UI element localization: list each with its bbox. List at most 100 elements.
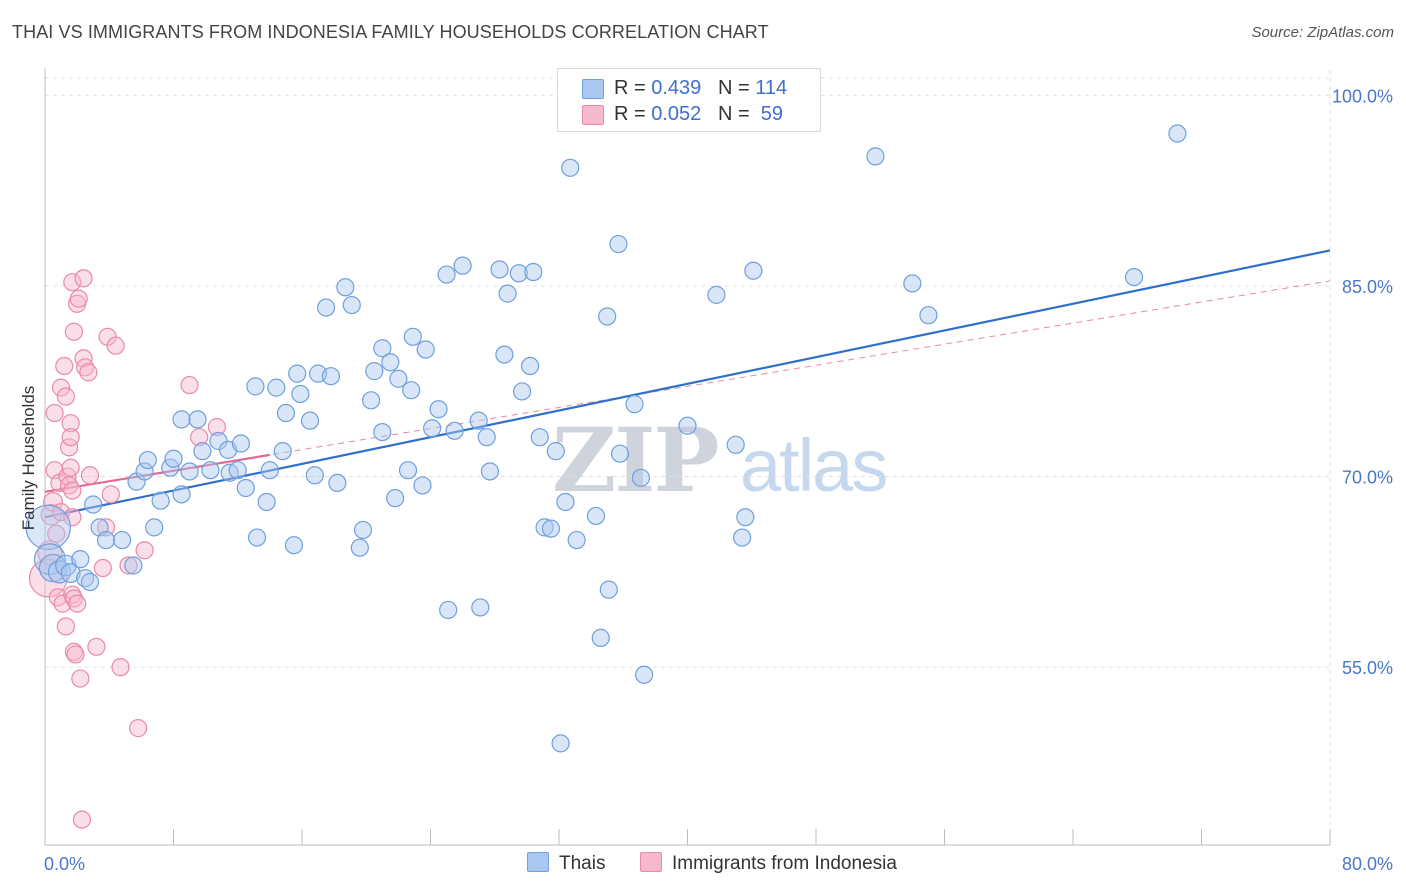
legend-swatch-blue	[582, 79, 604, 99]
point-thais	[60, 563, 81, 584]
point-thais	[495, 345, 514, 364]
point-thais	[236, 478, 255, 498]
point-thais	[112, 530, 132, 550]
point-thais	[373, 339, 392, 358]
point-thais	[551, 734, 570, 753]
y-tick-label: 100.0%	[1332, 86, 1393, 106]
point-thais	[188, 410, 207, 429]
point-thais	[520, 356, 540, 376]
point-thais	[599, 580, 618, 599]
point-thais	[228, 461, 247, 480]
point-thais	[512, 382, 532, 401]
point-thais	[124, 556, 143, 575]
tick-labels: 100.0% 85.0% 70.0% 55.0% 0.0% 80.0% Family Hou…	[19, 86, 1393, 874]
point-thais	[866, 147, 885, 166]
point-thais	[33, 543, 66, 576]
point-thais	[402, 381, 421, 400]
chart-title: THAI VS IMMIGRANTS FROM INDONESIA FAMILY…	[12, 22, 769, 42]
point-indonesia	[66, 645, 85, 664]
point-indonesia	[71, 669, 90, 688]
point-thais	[530, 428, 549, 447]
point-thais	[389, 369, 408, 388]
point-thais	[429, 400, 448, 419]
point-thais	[80, 572, 100, 592]
point-indonesia	[87, 637, 106, 656]
point-thais	[353, 520, 373, 540]
point-indonesia	[135, 541, 154, 560]
point-indonesia	[207, 417, 226, 437]
bottom-legend-label-indonesia: Immigrants from Indonesia	[672, 853, 897, 874]
point-thais	[1168, 124, 1187, 143]
y-axis-title: Family Households	[19, 386, 38, 531]
point-thais	[386, 489, 405, 508]
point-indonesia	[72, 810, 92, 829]
trend-lines	[44, 249, 1331, 519]
point-thais	[591, 628, 610, 648]
trend-line-indonesia-dashed	[44, 280, 1331, 493]
point-thais	[398, 461, 418, 480]
point-indonesia	[96, 518, 116, 537]
point-thais	[635, 665, 654, 684]
bottom-legend-label-thais: Thais	[559, 853, 606, 874]
point-thais	[509, 264, 528, 283]
point-thais	[201, 461, 220, 480]
point-thais	[180, 462, 199, 481]
bottom-legend-swatch-pink	[640, 852, 662, 872]
point-thais	[381, 353, 400, 372]
point-thais	[609, 234, 628, 254]
point-thais	[321, 367, 341, 386]
point-indonesia	[80, 466, 100, 485]
legend-n-label: N =	[717, 77, 756, 99]
point-thais	[365, 362, 384, 381]
point-indonesia	[55, 356, 74, 376]
point-indonesia	[56, 387, 75, 406]
legend-r-value: 0.439	[651, 77, 702, 99]
point-thais	[151, 491, 170, 510]
point-indonesia	[129, 719, 148, 738]
point-indonesia	[119, 556, 138, 575]
point-thais	[96, 530, 116, 550]
point-thais	[490, 260, 509, 279]
point-indonesia	[69, 289, 88, 308]
point-thais	[350, 538, 369, 557]
point-indonesia	[74, 269, 93, 288]
point-thais	[300, 411, 320, 430]
watermark-atlas: atlas	[740, 424, 888, 507]
point-thais	[84, 495, 103, 514]
point-indonesia	[61, 414, 80, 433]
point-thais	[439, 600, 458, 620]
point-thais	[273, 442, 292, 461]
legend-n-value: 59	[755, 103, 784, 125]
point-thais	[541, 519, 561, 538]
bottom-legend-indonesia: Immigrants from Indonesia	[640, 852, 897, 875]
point-thais	[625, 395, 644, 414]
point-thais	[257, 492, 276, 512]
bottom-legend-thais: Thais	[527, 852, 605, 875]
point-indonesia	[51, 503, 71, 522]
point-thais	[678, 416, 697, 435]
legend-r-value: 0.052	[651, 103, 702, 125]
point-thais	[246, 377, 265, 396]
point-thais	[373, 422, 392, 442]
point-thais	[416, 340, 435, 359]
point-thais	[288, 364, 307, 383]
point-thais	[480, 462, 500, 481]
point-thais	[469, 411, 488, 430]
legend-r-label: R =	[614, 77, 652, 99]
point-indonesia	[45, 403, 64, 423]
point-thais	[145, 518, 164, 537]
legend-r-label: R =	[614, 103, 652, 125]
point-thais	[413, 476, 432, 495]
point-thais	[437, 265, 456, 284]
point-thais	[556, 492, 575, 512]
point-thais	[284, 536, 304, 555]
point-thais	[471, 598, 490, 617]
point-indonesia	[64, 322, 84, 341]
point-indonesia	[111, 658, 130, 677]
legend-n-label: N =	[717, 103, 756, 125]
point-thais	[172, 410, 191, 429]
point-thais	[71, 550, 90, 569]
series-immigrants-from-indonesia	[28, 269, 226, 829]
point-thais	[567, 530, 586, 550]
point-thais	[403, 327, 422, 346]
